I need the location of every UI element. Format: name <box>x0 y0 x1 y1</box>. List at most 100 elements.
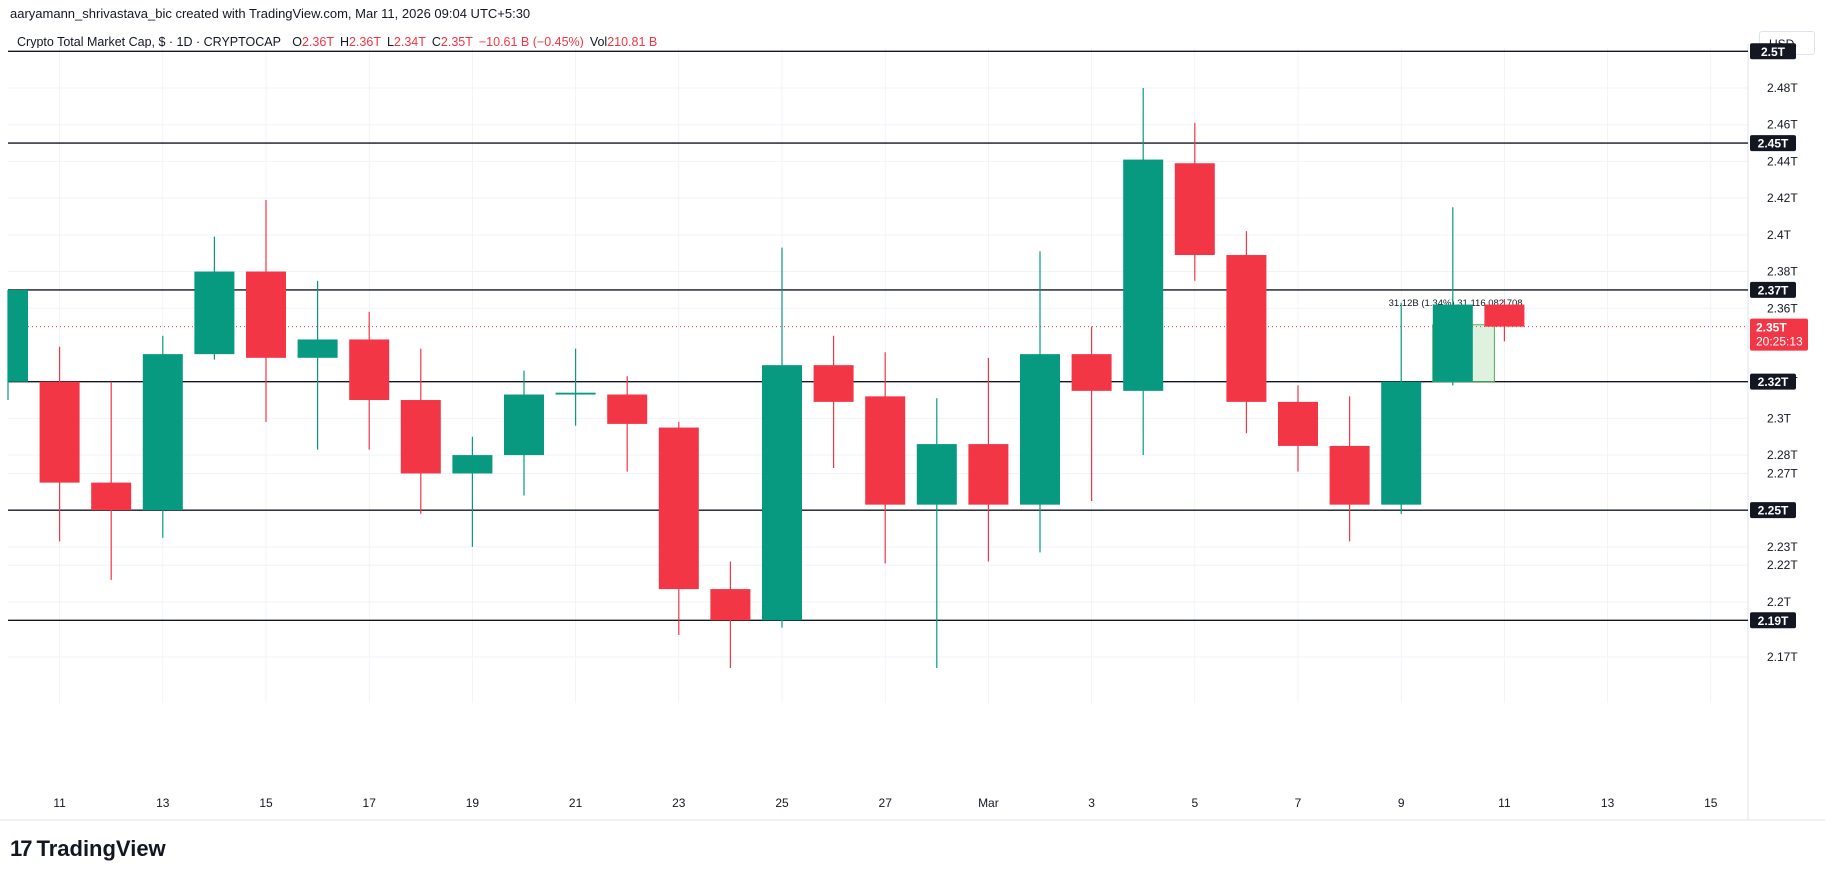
ohlc-label-1: H <box>339 35 349 49</box>
candle-body <box>607 394 648 424</box>
candle-mar-5[interactable] <box>1174 122 1215 281</box>
candle-body <box>555 392 596 395</box>
candle-feb-18[interactable] <box>400 348 441 514</box>
candle-feb-14[interactable] <box>194 236 235 360</box>
candle-body <box>39 381 80 483</box>
candle-body <box>1123 159 1164 391</box>
candle-feb-13[interactable] <box>142 335 183 538</box>
candle-body <box>1381 381 1422 505</box>
symbol-line[interactable]: Crypto Total Market Cap, $ · 1D · CRYPTO… <box>17 35 281 49</box>
y-tick-label: 2.22T <box>1767 558 1798 572</box>
candle-mar-10[interactable] <box>1432 207 1473 386</box>
candle-mar-9[interactable] <box>1381 302 1422 514</box>
level-price-label: 2.37T <box>1758 283 1789 297</box>
x-tick-label: 7 <box>1295 796 1302 810</box>
candle-body <box>1174 163 1215 256</box>
tradingview-mark-icon: 17 <box>10 836 33 861</box>
level-price-tag <box>1750 281 1796 298</box>
candle-body <box>658 427 699 590</box>
x-tick-label: 3 <box>1088 796 1095 810</box>
y-tick-label: 2.44T <box>1767 154 1798 168</box>
candle-feb-11[interactable] <box>39 346 80 542</box>
candle-feb-17[interactable] <box>349 311 390 450</box>
candle-mar-6[interactable] <box>1226 231 1267 434</box>
candle-body <box>1278 401 1318 446</box>
candle-body <box>1020 354 1060 505</box>
level-price-label: 2.19T <box>1758 614 1789 628</box>
last-price-value: 2.35T <box>1756 321 1787 335</box>
candle-body <box>916 444 957 505</box>
candle-mar-8[interactable] <box>1329 396 1370 542</box>
y-tick-label: 2.17T <box>1767 650 1798 664</box>
y-tick-label: 2.3T <box>1767 411 1792 425</box>
y-tick-label: 2.28T <box>1767 448 1798 462</box>
x-tick-label: 11 <box>1498 796 1511 810</box>
candle-mar-11[interactable] <box>1484 299 1525 342</box>
candle-feb-10[interactable] <box>7 289 28 401</box>
candle-mar-3[interactable] <box>1071 326 1112 501</box>
level-price-tag <box>1750 373 1796 390</box>
candle-feb-25[interactable] <box>762 247 802 628</box>
level-price-label: 2.32T <box>1758 375 1789 389</box>
tradingview-brand: TradingView <box>36 836 166 861</box>
x-tick-label: 5 <box>1191 796 1198 810</box>
level-price-tag <box>1750 135 1796 152</box>
candle-mar-7[interactable] <box>1278 385 1318 472</box>
level-price-label: 2.45T <box>1758 137 1789 151</box>
candle-feb-21[interactable] <box>555 348 596 426</box>
ohlc-label-5: Vol <box>589 35 608 49</box>
y-tick-label: 2.4T <box>1767 228 1792 242</box>
candle-body <box>142 354 183 511</box>
ohlc-value-2: 2.34T <box>393 35 426 49</box>
candle-feb-16[interactable] <box>297 280 338 450</box>
x-tick-label: 13 <box>1601 796 1615 810</box>
tradingview-logo: 17 TradingView <box>10 836 166 862</box>
ohlc-value-0: 2.36T <box>301 35 334 49</box>
candle-body <box>400 400 441 474</box>
candle-feb-12[interactable] <box>91 381 132 580</box>
ohlc-values: O2.36T H2.36T L2.34T C2.35T −10.61 B (−0.45%… <box>284 35 663 49</box>
level-price-tag <box>1750 43 1796 60</box>
candle-feb-28[interactable] <box>916 398 957 669</box>
x-tick-label: 13 <box>156 796 170 810</box>
candle-mar-4[interactable] <box>1123 88 1164 456</box>
ohlc-value-4: −10.61 B (−0.45%) <box>478 35 584 49</box>
candle-mar-2[interactable] <box>1020 251 1060 553</box>
candle-body <box>246 271 286 358</box>
candle-body <box>1226 255 1267 402</box>
x-tick-label: 25 <box>775 796 789 810</box>
x-tick-label: 27 <box>879 796 893 810</box>
candle-feb-15[interactable] <box>246 199 286 423</box>
y-tick-label: 2.27T <box>1767 466 1798 480</box>
candle-body <box>968 444 1009 505</box>
candle-mar-1[interactable] <box>968 357 1009 562</box>
candle-feb-19[interactable] <box>452 436 493 547</box>
candle-feb-26[interactable] <box>813 335 854 468</box>
bar-countdown: 20:25:13 <box>1756 335 1803 349</box>
x-tick-label: 11 <box>53 796 66 810</box>
x-tick-label: 15 <box>259 796 273 810</box>
ohlc-value-3: 2.35T <box>440 35 473 49</box>
candle-body <box>1432 304 1473 382</box>
candle-feb-23[interactable] <box>658 422 699 635</box>
candle-feb-22[interactable] <box>607 376 648 472</box>
candle-body <box>194 271 235 355</box>
candle-feb-20[interactable] <box>504 370 544 496</box>
x-tick-label: 21 <box>569 796 583 810</box>
candle-feb-24[interactable] <box>710 561 751 669</box>
ohlc-label-0: O <box>292 35 302 49</box>
y-tick-label: 2.48T <box>1767 81 1798 95</box>
x-tick-label: 19 <box>466 796 480 810</box>
candle-body <box>8 289 28 382</box>
candle-body <box>813 365 854 402</box>
attribution-text: aaryamann_shrivastava_bic created with T… <box>10 6 531 21</box>
candle-body <box>710 589 751 621</box>
ohlc-label-3: C <box>431 35 441 49</box>
candle-body <box>1329 445 1370 505</box>
candle-feb-27[interactable] <box>865 352 906 564</box>
y-tick-label: 2.23T <box>1767 540 1798 554</box>
candle-body <box>91 482 132 511</box>
y-tick-label: 2.2T <box>1767 595 1792 609</box>
x-tick-label: Mar <box>978 796 999 810</box>
